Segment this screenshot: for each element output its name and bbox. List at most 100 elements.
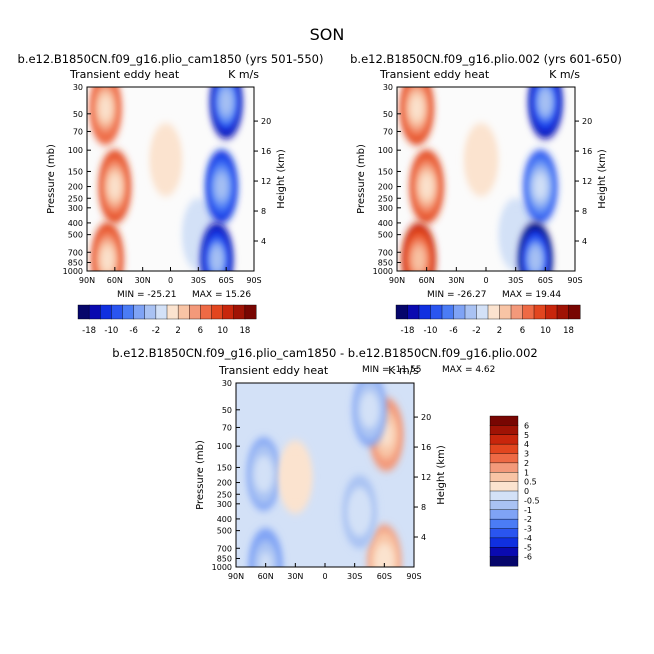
colorbar-box (489, 443, 519, 455)
y2-axis-label: Height (km) (276, 149, 287, 209)
colorbar-box (568, 304, 581, 320)
colorbar-box (222, 304, 235, 320)
x-tick-label: 60S (377, 572, 392, 581)
colorbar-box (233, 304, 246, 320)
figure-title: SON (310, 25, 345, 44)
y-tick-label: 500 (378, 231, 393, 240)
max-label: MAX = 15.26 (192, 290, 251, 300)
contour-blob (108, 173, 121, 200)
x-tick-label: 0 (168, 276, 173, 285)
panel-right: b.e12.B1850CN.f09_g16.plio.002 (yrs 601-… (350, 52, 622, 336)
colorbar-label: 10 (540, 326, 551, 336)
contour-blob (101, 246, 114, 271)
y-tick-label: 1000 (212, 563, 232, 572)
colorbar-label: -18 (82, 326, 96, 336)
y-tick-label: 300 (217, 500, 232, 509)
contour-blob (410, 95, 424, 122)
y-tick-label: 50 (383, 110, 393, 119)
y-tick-label: 200 (217, 479, 232, 488)
colorbar-box (464, 304, 478, 320)
colorbar-label: -4 (524, 534, 532, 543)
colorbar-box (122, 304, 135, 320)
colorbar-label: 6 (198, 326, 203, 336)
colorbar-box (88, 304, 101, 320)
colorbar-box (395, 304, 409, 320)
panel-title: b.e12.B1850CN.f09_g16.plio.002 (yrs 601-… (350, 52, 622, 66)
y-axis-label: Pressure (mb) (46, 144, 57, 214)
contour-blob (538, 88, 552, 116)
contour-blob (192, 221, 205, 248)
y-tick-label: 250 (217, 490, 232, 499)
min-label: MIN = -11.55 (362, 365, 421, 375)
colorbar-box (489, 547, 519, 558)
y-tick-label: 30 (383, 83, 393, 92)
x-tick-label: 0 (322, 572, 327, 581)
y2-tick-label: 20 (582, 117, 592, 126)
contour-blob (159, 146, 172, 173)
colorbar-label: -5 (524, 543, 532, 552)
y2-tick-label: 16 (261, 147, 271, 156)
colorbar-label: 1 (524, 468, 529, 477)
colorbar-box (489, 509, 519, 520)
y2-axis-label: Height (km) (597, 149, 608, 209)
colorbar-box (489, 528, 519, 539)
colorbar-label: 10 (217, 326, 228, 336)
panel-diff: b.e12.B1850CN.f09_g16.plio_cam1850 - b.e… (112, 346, 540, 581)
colorbar-box (556, 304, 570, 320)
contour-blob (220, 88, 233, 116)
contour-blob (529, 246, 542, 271)
y2-tick-label: 12 (421, 473, 431, 482)
colorbar-label: 3 (524, 450, 529, 459)
colorbar-box (489, 425, 519, 436)
colorbar-box (510, 304, 524, 320)
colorbar-label: -0.5 (524, 496, 540, 505)
x-tick-label: 90S (567, 276, 582, 285)
contour-blob (533, 173, 547, 200)
colorbar-box (489, 462, 519, 473)
colorbar-box (100, 304, 112, 320)
colorbar-box (407, 304, 420, 320)
y2-tick-label: 20 (421, 413, 431, 422)
colorbar: -18 -10 -6 -2 2 6 10 18 (77, 304, 257, 336)
contour-blob (353, 498, 367, 526)
x-tick-label: 90S (406, 572, 421, 581)
y-tick-label: 500 (217, 527, 232, 536)
colorbar-box (418, 304, 432, 320)
y-tick-label: 150 (217, 463, 232, 472)
y-tick-label: 30 (222, 379, 232, 388)
colorbar-box (489, 500, 519, 511)
x-tick-label: 30N (287, 572, 303, 581)
y-tick-label: 70 (383, 127, 393, 136)
y2-tick-label: 20 (261, 117, 271, 126)
contour-field (236, 383, 414, 567)
contour-blob (257, 460, 271, 488)
contour-field (87, 87, 254, 271)
y-tick-label: 200 (68, 183, 83, 192)
colorbar-box (489, 434, 519, 445)
y-axis-label: Pressure (mb) (195, 440, 206, 510)
colorbar-label: 2 (497, 326, 502, 336)
colorbar-label: 4 (524, 440, 529, 449)
y-tick-label: 400 (68, 219, 83, 228)
colorbar-box (211, 304, 224, 320)
y-tick-label: 500 (68, 231, 83, 240)
x-tick-label: 30S (191, 276, 206, 285)
y-tick-label: 100 (68, 146, 83, 155)
x-tick-label: 60N (107, 276, 123, 285)
colorbar-label: -6 (129, 326, 137, 336)
y-tick-label: 300 (68, 204, 83, 213)
y-tick-label: 700 (378, 248, 393, 257)
y-tick-label: 1000 (63, 267, 83, 276)
colorbar-box (453, 304, 466, 320)
y2-axis-label: Height (km) (436, 445, 447, 505)
colorbar-label: 5 (524, 431, 529, 440)
y-tick-label: 70 (222, 423, 232, 432)
y-axis-label: Pressure (mb) (356, 144, 367, 214)
contour-blob (377, 548, 391, 567)
colorbar-label: 2 (524, 459, 529, 468)
y-tick-label: 400 (378, 219, 393, 228)
y-tick-label: 200 (378, 183, 393, 192)
colorbar-box (489, 453, 519, 464)
panel-subtitle-left: Transient eddy heat (69, 68, 180, 81)
y-tick-label: 70 (73, 127, 83, 136)
